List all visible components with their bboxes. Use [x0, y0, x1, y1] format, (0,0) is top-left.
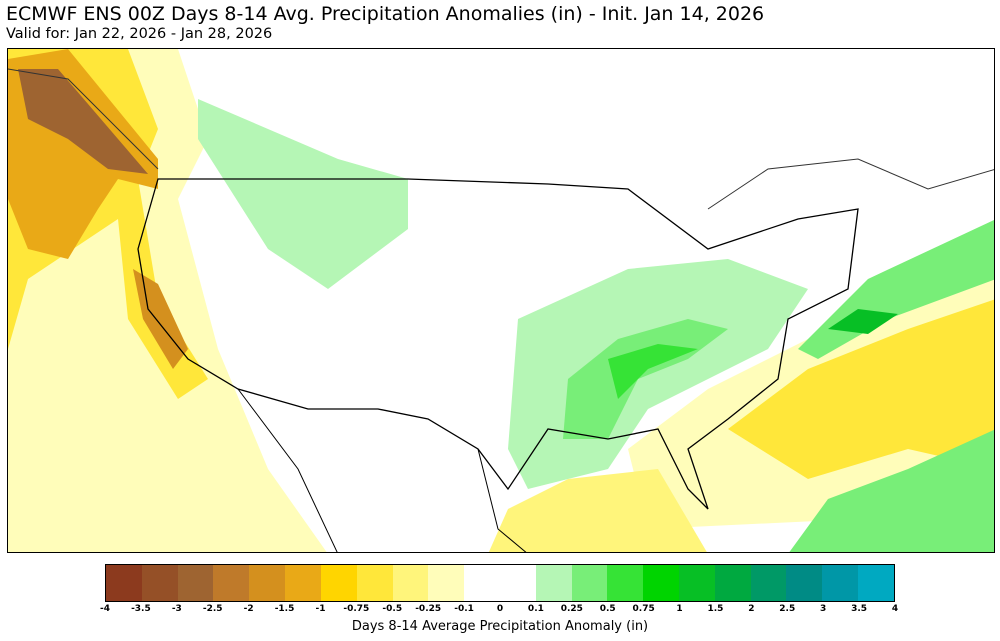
colorbar-swatch [141, 565, 178, 601]
colorbar-tick-label: 0 [496, 604, 504, 614]
colorbar-swatch [249, 565, 286, 601]
colorbar-swatch [535, 565, 572, 601]
wet-tennessee-core [608, 344, 698, 399]
dry-gulf-region [488, 469, 707, 552]
colorbar-swatch [177, 565, 214, 601]
colorbar-swatch [643, 565, 679, 601]
colorbar-tick-label: 0.75 [632, 604, 655, 614]
dry-california-orange [133, 269, 188, 369]
colorbar-swatch [750, 565, 787, 601]
colorbar-swatch [428, 565, 465, 601]
colorbar-tick-label: 1 [676, 604, 683, 614]
colorbar-tick-label: 3.5 [851, 604, 868, 614]
colorbar-tick-label: 0.1 [527, 604, 544, 614]
colorbar-swatch [285, 565, 321, 601]
colorbar-swatch [106, 565, 142, 601]
colorbar-tick-label: 3 [820, 604, 827, 614]
valid-dates: Valid for: Jan 22, 2026 - Jan 28, 2026 [6, 26, 273, 42]
colorbar-swatch [392, 565, 429, 601]
colorbar-swatch [679, 565, 715, 601]
map-title: ECMWF ENS 00Z Days 8-14 Avg. Precipitati… [6, 3, 765, 25]
colorbar-tick-label: -3 [171, 604, 182, 614]
colorbar-swatch [786, 565, 823, 601]
colorbar-swatch [571, 565, 608, 601]
dry-atlantic-core [728, 299, 994, 479]
wet-northern-rockies [198, 99, 408, 289]
mexico-coast [237, 388, 527, 552]
colorbar-tick-label: -1 [315, 604, 326, 614]
colorbar-swatch [714, 565, 751, 601]
colorbar-swatch [464, 565, 500, 601]
wet-atlantic-core [828, 309, 898, 334]
dry-pacnw-brown [18, 69, 148, 174]
colorbar-tick-label: -4 [100, 604, 110, 614]
wet-caribbean [789, 429, 994, 552]
colorbar-tick-label: -0.1 [454, 604, 474, 614]
colorbar-tick-label: 2.5 [779, 604, 796, 614]
colorbar-tick-label: -2.5 [202, 604, 223, 614]
colorbar-swatch [213, 565, 250, 601]
colorbar-tick-label: -3.5 [131, 604, 151, 614]
colorbar-label: Days 8-14 Average Precipitation Anomaly … [351, 619, 649, 634]
colorbar [105, 564, 895, 602]
colorbar-tick-label: 1.5 [707, 604, 724, 614]
colorbar-tick-label: 0.25 [560, 604, 583, 614]
colorbar-tick-label: -0.75 [343, 604, 370, 614]
colorbar-swatch [607, 565, 644, 601]
colorbar-ticks: -4 -3.5 -3 -2.5 -2 -1.5 -1 -0.75 -0.5 -0.25 -0.1 0 0… [100, 604, 899, 618]
colorbar-tick-label: -0.25 [415, 604, 442, 614]
colorbar-swatch [320, 565, 357, 601]
colorbar-swatch [858, 565, 894, 601]
colorbar-swatch [499, 565, 536, 601]
precipitation-anomaly-map [7, 48, 995, 553]
colorbar-tick-label: -1.5 [274, 604, 295, 614]
canada-coast [8, 68, 994, 210]
colorbar-swatch [356, 565, 393, 601]
colorbar-tick-label: 2 [748, 604, 755, 614]
colorbar-swatch [822, 565, 859, 601]
colorbar-tick-label: 4 [891, 604, 899, 614]
colorbar-tick-label: -0.5 [382, 604, 403, 614]
us-outline [137, 178, 859, 510]
colorbar-tick-label: 0.5 [599, 604, 616, 614]
colorbar-tick-label: -2 [243, 604, 254, 614]
